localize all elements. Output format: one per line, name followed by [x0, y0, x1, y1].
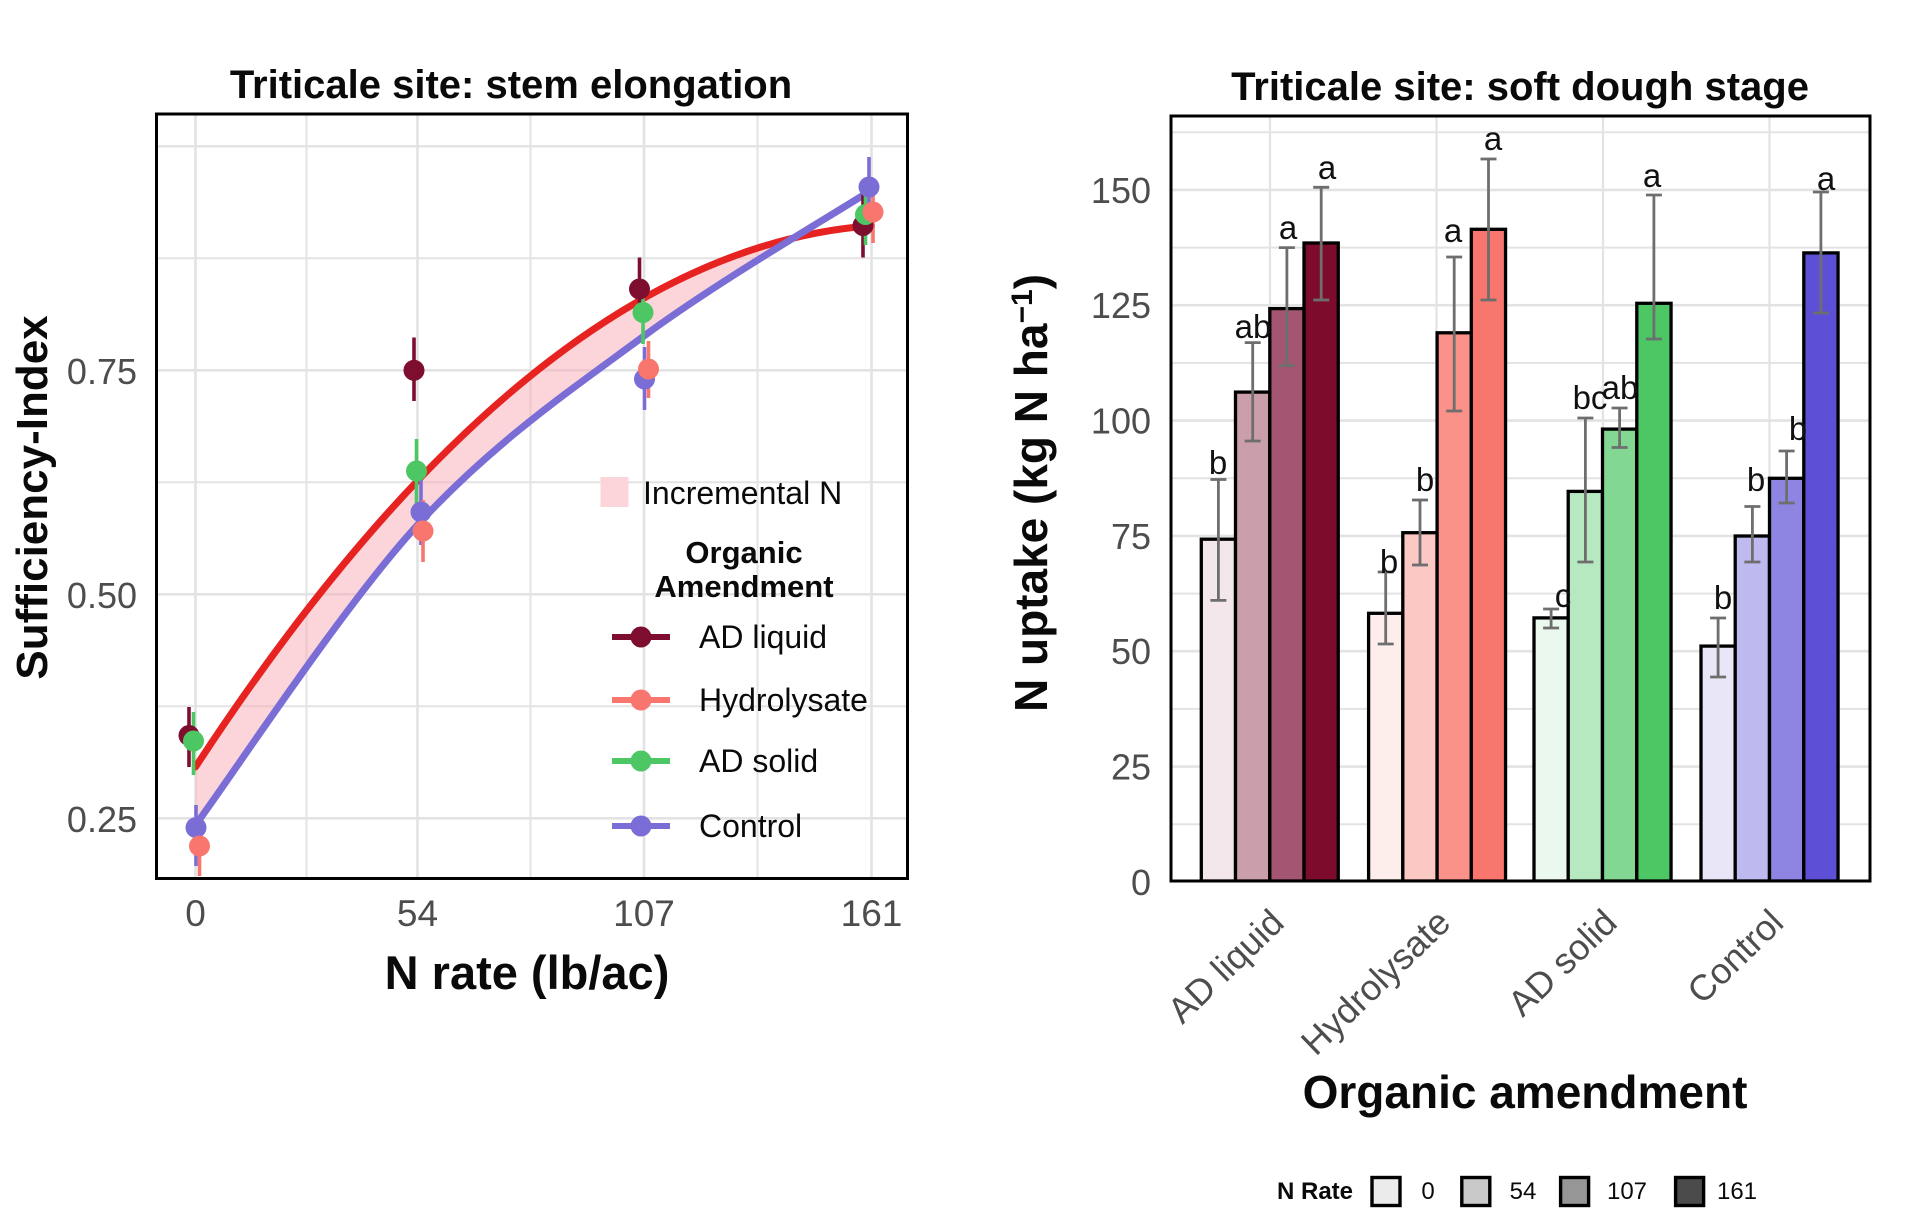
svg-text:150: 150: [1091, 170, 1151, 211]
svg-text:100: 100: [1091, 401, 1151, 442]
svg-text:161: 161: [841, 893, 903, 934]
svg-text:107: 107: [1607, 1178, 1647, 1205]
svg-text:125: 125: [1091, 285, 1151, 326]
svg-text:Sufficiency-Index: Sufficiency-Index: [8, 315, 57, 680]
svg-text:Control: Control: [699, 808, 802, 844]
svg-text:N Rate: N Rate: [1277, 1178, 1353, 1205]
svg-text:b: b: [1380, 543, 1398, 580]
svg-text:161: 161: [1717, 1178, 1757, 1205]
svg-text:b: b: [1416, 461, 1434, 498]
svg-text:bc: bc: [1573, 379, 1608, 416]
svg-text:107: 107: [613, 893, 675, 934]
svg-text:b: b: [1789, 410, 1807, 447]
svg-text:Triticale site: stem elongatio: Triticale site: stem elongation: [230, 63, 792, 107]
svg-text:75: 75: [1111, 516, 1151, 557]
svg-text:AD liquid: AD liquid: [699, 619, 827, 655]
svg-text:a: a: [1643, 157, 1662, 194]
svg-text:0.75: 0.75: [67, 351, 137, 392]
svg-text:54: 54: [1510, 1178, 1537, 1205]
svg-text:0: 0: [185, 893, 206, 934]
svg-text:N rate (lb/ac): N rate (lb/ac): [385, 946, 670, 999]
svg-text:a: a: [1484, 120, 1503, 157]
svg-text:Hydrolysate: Hydrolysate: [699, 682, 868, 718]
svg-text:b: b: [1209, 444, 1227, 481]
svg-text:AD solid: AD solid: [699, 743, 818, 779]
svg-text:ab: ab: [1235, 308, 1272, 345]
svg-text:a: a: [1817, 160, 1836, 197]
svg-text:Amendment: Amendment: [654, 569, 833, 604]
svg-text:a: a: [1444, 212, 1463, 249]
svg-text:Triticale site: soft dough sta: Triticale site: soft dough stage: [1231, 65, 1809, 109]
svg-text:N uptake (kg N ha−1): N uptake (kg N ha−1): [1005, 274, 1057, 712]
svg-text:0: 0: [1421, 1178, 1434, 1205]
svg-text:Organic: Organic: [685, 535, 802, 570]
svg-text:ab: ab: [1602, 369, 1639, 406]
svg-text:b: b: [1747, 461, 1765, 498]
svg-text:0: 0: [1131, 862, 1151, 903]
svg-text:c: c: [1555, 577, 1572, 614]
svg-text:25: 25: [1111, 747, 1151, 788]
svg-text:Organic amendment: Organic amendment: [1303, 1066, 1748, 1118]
svg-text:50: 50: [1111, 631, 1151, 672]
svg-text:Incremental N: Incremental N: [643, 475, 842, 511]
svg-text:0.25: 0.25: [67, 799, 137, 840]
svg-text:a: a: [1318, 149, 1337, 186]
svg-text:0.50: 0.50: [67, 575, 137, 616]
svg-text:b: b: [1714, 579, 1732, 616]
svg-text:54: 54: [397, 893, 438, 934]
svg-text:a: a: [1279, 209, 1298, 246]
